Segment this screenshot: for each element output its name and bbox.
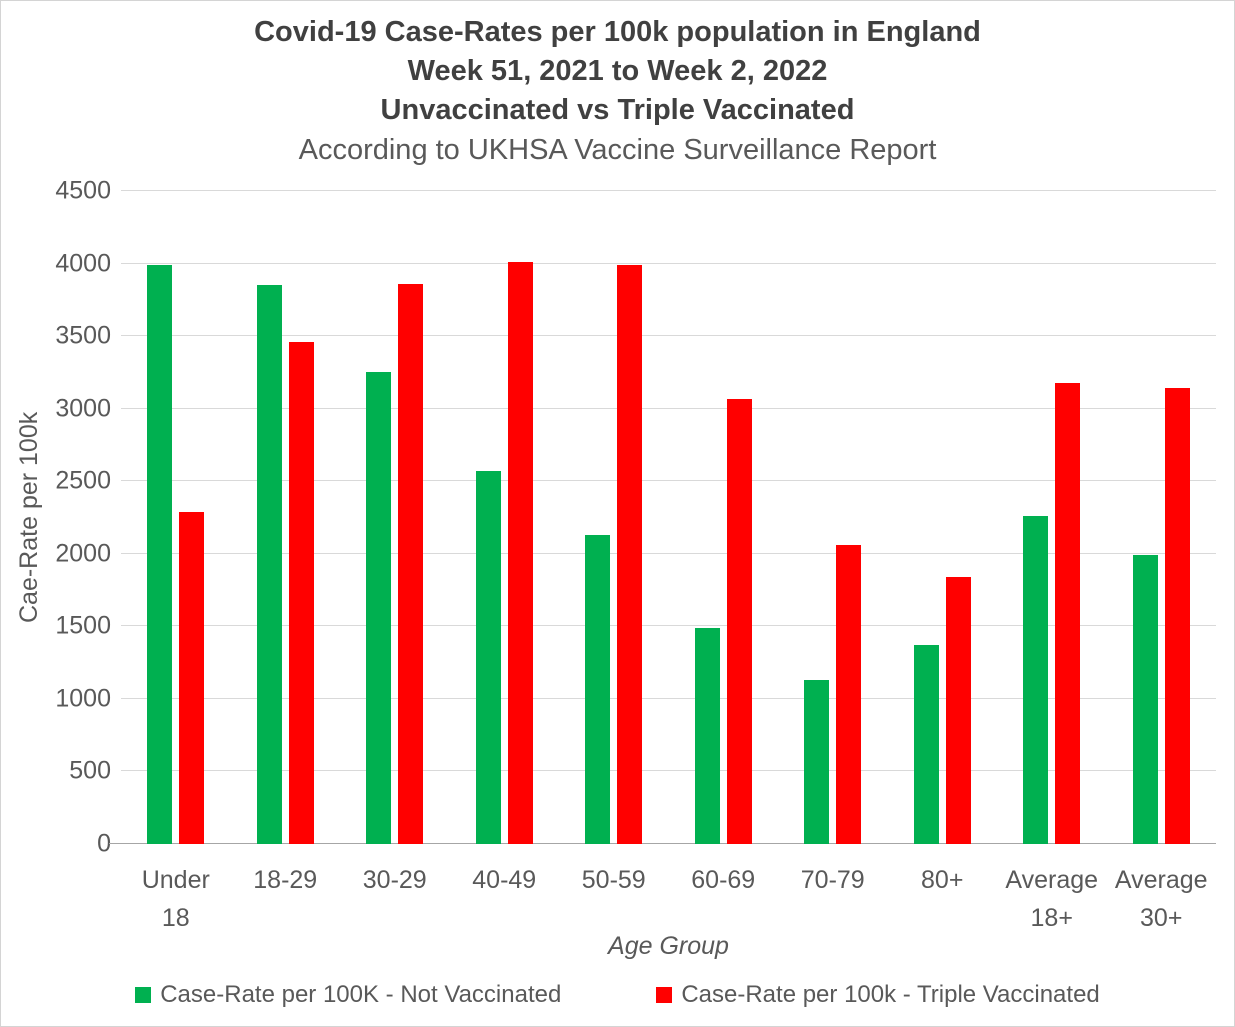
bar-not-vaccinated [694,627,720,844]
chart-title-line-1: Covid-19 Case-Rates per 100k population … [254,16,981,48]
bar-triple-vaccinated [1055,382,1081,844]
bar-group [997,191,1107,844]
bar-triple-vaccinated [836,545,862,844]
gridline [121,190,1216,191]
bar-triple-vaccinated [1164,388,1190,844]
bar-group [888,191,998,844]
y-tick-label: 500 [69,756,111,785]
gridline [121,770,1216,772]
bar-group [559,191,669,844]
x-axis-line [109,843,1216,844]
legend-item-not-vaccinated: Case-Rate per 100K - Not Vaccinated [135,981,561,1009]
bar-group [340,191,450,844]
y-tick-label: 3500 [55,321,111,350]
legend-label-not-vaccinated: Case-Rate per 100K - Not Vaccinated [160,981,562,1008]
x-axis-title: Age Group [608,932,729,960]
y-tick-label: 2500 [55,466,111,495]
chart-header: Covid-19 Case-Rates per 100k population … [1,13,1234,170]
bar-triple-vaccinated [617,265,643,844]
gridline [121,262,1216,264]
x-category-label: 30-29 [362,866,427,894]
bar-triple-vaccinated [398,283,424,844]
bar-triple-vaccinated [945,577,971,844]
x-category-label: 18-29 [253,866,318,894]
x-category-label: Average 30+ [1114,866,1208,932]
x-category-label: Under 18 [141,866,210,932]
y-tick-label: 4000 [55,249,111,278]
bar-not-vaccinated [1023,516,1049,844]
bar-groups-container [121,191,1216,844]
y-tick-label: 1000 [55,684,111,713]
chart-title-line-3: Unvaccinated vs Triple Vaccinated [380,94,855,126]
gridline [121,625,1216,627]
gridline [121,552,1216,554]
bar-triple-vaccinated [179,511,205,844]
legend-label-triple-vaccinated: Case-Rate per 100k - Triple Vaccinated [681,981,1100,1008]
bar-not-vaccinated [913,645,939,844]
x-category-label: 40-49 [472,866,537,894]
bar-triple-vaccinated [507,262,533,844]
y-tick-label: 4500 [55,176,111,205]
x-category-label: 60-69 [691,866,756,894]
bar-group [669,191,779,844]
y-tick-label: 2000 [55,539,111,568]
x-axis-category-labels: Under 18 18-29 30-29 40-49 50-59 60-69 70-79 80… [121,861,1216,937]
bar-not-vaccinated [585,534,611,844]
bar-group [1107,191,1217,844]
y-tick-label: 3000 [55,394,111,423]
bar-not-vaccinated [475,471,501,844]
bar-not-vaccinated [1132,555,1158,844]
gridline [121,697,1216,699]
bar-group [450,191,560,844]
bar-group [231,191,341,844]
bar-not-vaccinated [366,372,392,844]
bar-triple-vaccinated [726,398,752,844]
gridline [121,335,1216,337]
bar-triple-vaccinated [288,341,314,844]
legend-swatch-triple-vaccinated [656,987,673,1003]
bar-not-vaccinated [147,265,173,844]
bar-not-vaccinated [256,285,282,844]
gridline [121,480,1216,482]
plot-area [109,190,1216,844]
bar-group [778,191,888,844]
bar-not-vaccinated [804,680,830,844]
x-category-label: 50-59 [581,866,646,894]
legend-item-triple-vaccinated: Case-Rate per 100k - Triple Vaccinated [656,981,1100,1009]
x-category-label: 70-79 [800,866,865,894]
legend-swatch-not-vaccinated [135,987,152,1003]
y-tick-label: 1500 [55,611,111,640]
x-category-label: 80+ [921,866,964,894]
chart-subtitle: According to UKHSA Vaccine Surveillance … [298,134,937,166]
x-category-label: Average 18+ [1005,866,1099,932]
y-axis-tick-labels: 0 500 1000 1500 2000 2500 3000 3500 4000 4500 [1,178,111,856]
bar-group [121,191,231,844]
gridline [121,407,1216,409]
y-tick-label: 0 [97,829,111,858]
chart-legend: Case-Rate per 100K - Not Vaccinated Case-… [1,981,1234,1009]
chart-title-line-2: Week 51, 2021 to Week 2, 2022 [407,55,828,87]
